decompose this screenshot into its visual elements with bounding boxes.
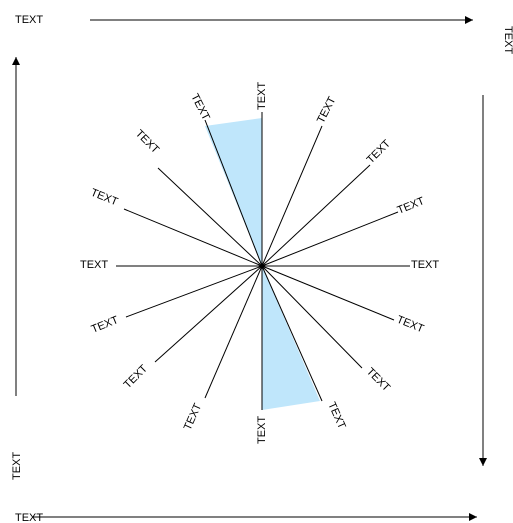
spoke-label-2: TEXT [365, 138, 394, 167]
spoke-13 [123, 208, 263, 267]
spoke-label-5: TEXT [395, 314, 426, 336]
spoke-2 [261, 164, 371, 267]
spoke-label-3: TEXT [396, 195, 427, 217]
left-arrow-label: TEXT [11, 452, 23, 480]
spoke-3 [261, 211, 399, 267]
spoke-label-1: TEXT [315, 95, 339, 126]
spoke-15 [204, 119, 263, 267]
bottom-arrow-label: TEXT [15, 512, 43, 523]
spoke-label-12: TEXT [80, 259, 108, 271]
spokes [116, 112, 410, 410]
spoke-10 [154, 265, 263, 363]
spoke-label-8: TEXT [256, 416, 268, 444]
spoke-label-10: TEXT [122, 363, 151, 392]
frame-arrows [12, 16, 487, 521]
spoke-14 [157, 167, 263, 267]
spoke-label-13: TEXT [89, 187, 120, 209]
spoke-9 [204, 265, 263, 399]
spoke-label-6: TEXT [364, 366, 393, 395]
spoke-label-4: TEXT [411, 259, 439, 271]
spoke-label-14: TEXT [133, 128, 162, 157]
right-arrow-label: TEXT [502, 26, 513, 54]
spoke-label-0: TEXT [256, 82, 268, 110]
spoke-1 [261, 125, 323, 267]
top-arrow-label: TEXT [15, 14, 43, 26]
spoke-5 [261, 265, 395, 321]
highlight-sector-bottom [262, 266, 320, 410]
spoke-label-15: TEXT [188, 92, 212, 123]
spoke-11 [125, 265, 263, 318]
spoke-label-7: TEXT [325, 400, 348, 431]
spoke-6 [261, 265, 363, 369]
spoke-label-11: TEXT [90, 314, 121, 336]
spoke-7 [261, 265, 323, 402]
spoke-label-9: TEXT [182, 401, 205, 432]
